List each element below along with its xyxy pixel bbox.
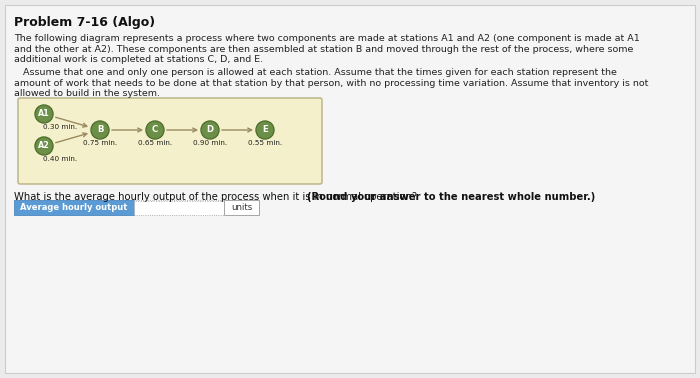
Circle shape xyxy=(147,122,163,138)
Circle shape xyxy=(146,121,164,139)
Circle shape xyxy=(91,121,109,139)
Circle shape xyxy=(35,105,53,123)
Text: 0.65 min.: 0.65 min. xyxy=(138,140,172,146)
Text: E: E xyxy=(262,125,268,135)
Text: 0.90 min.: 0.90 min. xyxy=(193,140,227,146)
Text: 0.30 min.: 0.30 min. xyxy=(43,124,77,130)
Text: 0.55 min.: 0.55 min. xyxy=(248,140,282,146)
Text: Problem 7-16 (Algo): Problem 7-16 (Algo) xyxy=(14,16,155,29)
FancyBboxPatch shape xyxy=(18,98,322,184)
Text: A2: A2 xyxy=(38,141,50,150)
Circle shape xyxy=(256,121,274,139)
Text: B: B xyxy=(97,125,104,135)
Text: amount of work that needs to be done at that station by that person, with no pro: amount of work that needs to be done at … xyxy=(14,79,648,87)
Text: What is the average hourly output of the process when it is in normal operation?: What is the average hourly output of the… xyxy=(14,192,420,202)
FancyBboxPatch shape xyxy=(134,200,224,215)
Text: and the other at A2). These components are then assembled at station B and moved: and the other at A2). These components a… xyxy=(14,45,634,54)
FancyBboxPatch shape xyxy=(5,5,695,373)
Text: D: D xyxy=(206,125,214,135)
Text: The following diagram represents a process where two components are made at stat: The following diagram represents a proce… xyxy=(14,34,640,43)
Circle shape xyxy=(36,138,52,154)
Circle shape xyxy=(257,122,273,138)
Text: Average hourly output: Average hourly output xyxy=(20,203,127,212)
Text: units: units xyxy=(231,203,252,212)
Circle shape xyxy=(35,137,53,155)
Text: allowed to build in the system.: allowed to build in the system. xyxy=(14,89,160,98)
Text: Assume that one and only one person is allowed at each station. Assume that the : Assume that one and only one person is a… xyxy=(14,68,617,77)
Text: additional work is completed at stations C, D, and E.: additional work is completed at stations… xyxy=(14,55,263,64)
Circle shape xyxy=(92,122,108,138)
Text: 0.40 min.: 0.40 min. xyxy=(43,156,77,162)
FancyBboxPatch shape xyxy=(14,200,134,215)
Circle shape xyxy=(201,121,219,139)
Text: 0.75 min.: 0.75 min. xyxy=(83,140,117,146)
Text: A1: A1 xyxy=(38,110,50,118)
Text: C: C xyxy=(152,125,158,135)
Text: (Round your answer to the nearest whole number.): (Round your answer to the nearest whole … xyxy=(307,192,596,202)
FancyBboxPatch shape xyxy=(224,200,259,215)
Circle shape xyxy=(202,122,218,138)
Circle shape xyxy=(36,106,52,122)
